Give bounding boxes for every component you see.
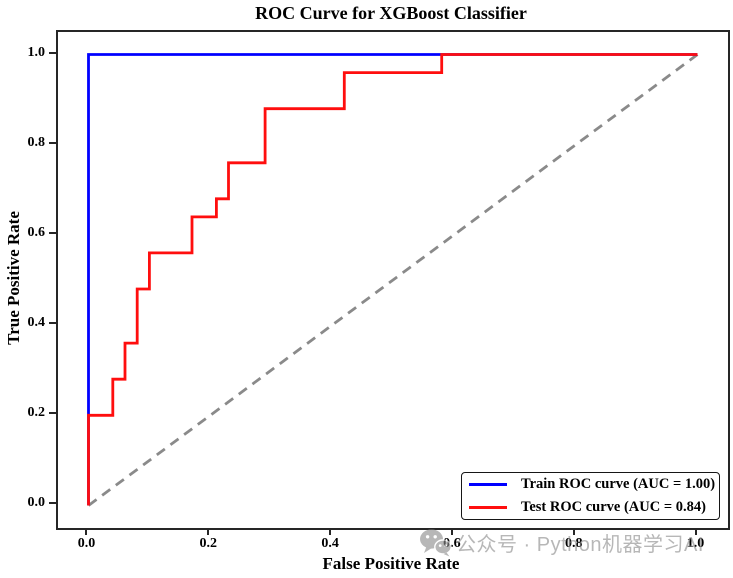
watermark: 公众号 · Python机器学习AI: [419, 528, 704, 557]
x-tick-mark: [694, 528, 697, 535]
x-tick-mark: [207, 528, 210, 535]
x-tick-label: 0.8: [564, 536, 583, 551]
x-tick-label: 0.0: [77, 536, 96, 551]
y-tick-label: 0.2: [27, 405, 46, 421]
y-tick-mark: [49, 322, 56, 325]
x-tick-label: 0.6: [443, 536, 461, 551]
y-tick-mark: [49, 51, 56, 54]
x-tick-mark: [572, 528, 575, 535]
y-tick-mark: [49, 141, 56, 144]
chart-title: ROC Curve for XGBoost Classifier: [255, 3, 527, 23]
roc-plot-svg: [87, 53, 699, 507]
x-axis-label: False Positive Rate: [322, 554, 460, 573]
y-tick-label: 0.6: [27, 224, 46, 240]
y-tick-mark: [49, 231, 56, 234]
x-tick-label: 0.2: [199, 536, 218, 551]
y-tick-mark: [49, 412, 56, 415]
train-line-sample: [469, 483, 507, 487]
test-line-sample: [469, 505, 507, 509]
x-tick-mark: [329, 528, 332, 535]
legend-label-test: Test ROC curve (AUC = 0.84): [521, 498, 706, 515]
y-tick-label: 0.8: [27, 134, 46, 150]
x-tick-label: 0.4: [321, 536, 339, 551]
y-axis-label: True Positive Rate: [4, 211, 23, 345]
legend-entry-test: Test ROC curve (AUC = 0.84): [469, 498, 719, 518]
y-tick-label: 0.4: [27, 315, 46, 331]
y-tick-label: 0.0: [27, 495, 46, 511]
legend: Train ROC curve (AUC = 1.00) Test ROC cu…: [461, 472, 720, 520]
chance-diagonal-line: [87, 53, 699, 507]
x-tick-mark: [85, 528, 88, 535]
legend-entry-train: Train ROC curve (AUC = 1.00): [469, 475, 719, 495]
test-roc-line: [87, 53, 698, 506]
legend-label-train: Train ROC curve (AUC = 1.00): [521, 476, 716, 493]
x-tick-mark: [450, 528, 453, 535]
plot-area: [56, 30, 730, 530]
y-tick-label: 1.0: [27, 44, 46, 60]
y-tick-mark: [49, 502, 56, 505]
x-tick-label: 1.0: [686, 536, 705, 551]
